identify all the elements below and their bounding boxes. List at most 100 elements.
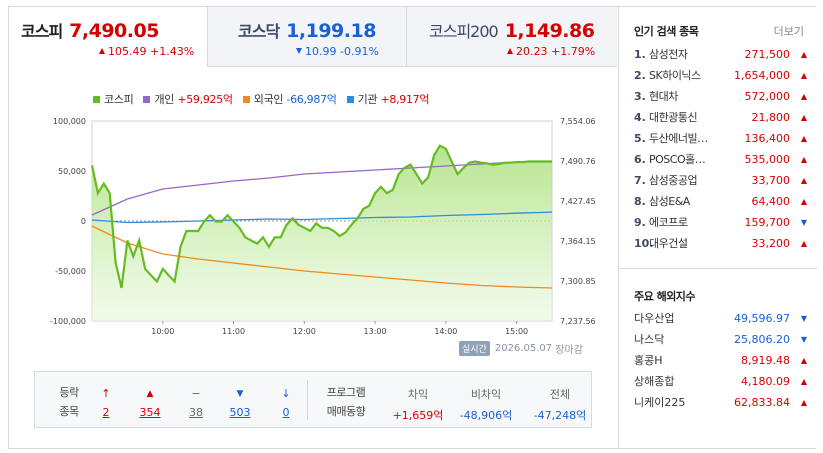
- index-name: 니케이225: [634, 396, 686, 409]
- legend-value: +59,925억: [177, 93, 233, 106]
- stock-name: 에코프로: [649, 216, 688, 229]
- market-widget: 코스피 7,490.05 105.49 +1.43% 코스닥 1,199.18 …: [8, 6, 817, 449]
- triangle-up-icon: ▲: [800, 377, 807, 386]
- left-axis-tick-label: -50,000: [55, 267, 86, 276]
- program-non-arbitrage-header: 비차익: [470, 388, 502, 401]
- tab-kospi-name: 코스피: [21, 22, 63, 41]
- stock-name: 대우건설: [649, 237, 688, 250]
- x-axis-tick-label: 15:00: [505, 327, 528, 336]
- popular-item[interactable]: 1. 삼성전자 271,500 ▲: [634, 44, 809, 65]
- legend-item-kospi[interactable]: 코스피: [93, 91, 134, 107]
- right-axis-tick-label: 7,427.45: [560, 197, 596, 206]
- stock-name: SK하이닉스: [649, 69, 701, 82]
- tab-kospi-value: 7,490.05: [69, 20, 159, 42]
- x-axis-tick-label: 14:00: [434, 327, 457, 336]
- legend-item-foreign[interactable]: 외국인 -66,987억: [242, 91, 337, 107]
- right-axis-tick-label: 7,300.85: [560, 277, 596, 286]
- stock-price: 535,000: [744, 153, 791, 166]
- legend-value: -66,987억: [286, 93, 337, 106]
- stock-name: 두산에너빌…: [649, 132, 708, 145]
- program-arbitrage-value: +1,659억: [392, 409, 444, 422]
- program-arbitrage-header: 차익: [407, 388, 429, 401]
- triangle-up-icon: ▲: [800, 398, 807, 407]
- realtime-badge[interactable]: 실시간: [459, 341, 490, 356]
- world-index-item[interactable]: 홍콩H 8,919.48 ▲: [634, 350, 809, 371]
- popular-item[interactable]: 9. 에코프로 159,700 ▼: [634, 212, 809, 233]
- popular-item[interactable]: 5. 두산에너빌… 136,400 ▲: [634, 128, 809, 149]
- world-index-item[interactable]: 다우산업 49,596.97 ▼: [634, 308, 809, 329]
- triangle-down-icon: ▼: [800, 314, 807, 323]
- tab-kosdaq-pct: -0.91%: [340, 45, 379, 58]
- series-line-개인: [91, 160, 553, 216]
- intraday-chart[interactable]: 100,000 50,000 0 -50,000 -100,000 7,554.06 7,4…: [29, 107, 609, 337]
- popular-item[interactable]: 7. 삼성중공업 33,700 ▲: [634, 170, 809, 191]
- rank-number: 8.: [634, 195, 646, 208]
- market-stats-box: 등락 종목 ↑ 2 ▲ 354 − 38 ▼ 503 ↓ 0 프로그램 매매동향: [34, 371, 592, 428]
- rank-number: 1.: [634, 48, 646, 61]
- triangle-up-icon: ▲: [800, 197, 807, 206]
- tab-kosdaq[interactable]: 코스닥 1,199.18 10.99 -0.91%: [208, 7, 407, 67]
- index-value: 4,180.09: [741, 375, 790, 388]
- legend-swatch: [346, 95, 354, 103]
- index-name: 나스닥: [634, 333, 665, 346]
- breadth-rise-count[interactable]: 354: [139, 406, 161, 419]
- legend-value: +8,917억: [380, 93, 430, 106]
- breadth-upper-limit-count[interactable]: 2: [102, 406, 110, 419]
- tab-kospi200[interactable]: 코스피200 1,149.86 20.23 +1.79%: [407, 7, 617, 67]
- world-index-item[interactable]: 나스닥 25,806.20 ▼: [634, 329, 809, 350]
- legend-item-institution[interactable]: 기관 +8,917억: [346, 91, 430, 107]
- breadth-flat: − 38: [181, 387, 211, 419]
- breadth-flat-count[interactable]: 38: [189, 406, 203, 419]
- triangle-up-icon: [507, 48, 513, 54]
- world-index-item[interactable]: 니케이225 62,833.84 ▲: [634, 392, 809, 413]
- right-axis-tick-label: 7,554.06: [560, 117, 596, 126]
- index-name: 상해종합: [634, 375, 675, 388]
- breadth-label-line2: 종목: [59, 405, 79, 418]
- index-value: 49,596.97: [734, 312, 790, 325]
- triangle-up-icon: [99, 48, 105, 54]
- right-sidebar: 인기 검색 종목 더보기 1. 삼성전자 271,500 ▲ 2. SK하이닉스 1,654…: [618, 7, 817, 448]
- chart-footer: 실시간 2026.05.07 장마감: [459, 341, 583, 356]
- popular-item[interactable]: 2. SK하이닉스 1,654,000 ▲: [634, 65, 809, 86]
- stock-name: 삼성전자: [649, 48, 688, 61]
- left-axis-tick-label: 0: [81, 217, 86, 226]
- popular-item[interactable]: 8. 삼성E&A 64,400 ▲: [634, 191, 809, 212]
- stock-price: 21,800: [751, 111, 791, 124]
- world-index-item[interactable]: 상해종합 4,180.09 ▲: [634, 371, 809, 392]
- stock-price: 64,400: [751, 195, 791, 208]
- index-name: 다우산업: [634, 312, 675, 325]
- breadth-fall-count[interactable]: 503: [229, 406, 251, 419]
- tab-kospi[interactable]: 코스피 7,490.05 105.49 +1.43%: [9, 7, 208, 67]
- series-line-코스피: [90, 144, 552, 289]
- tab-kosdaq-change: 10.99: [305, 45, 337, 58]
- rank-number: 5.: [634, 132, 646, 145]
- chart-legend: 코스피 개인 +59,925억 외국인 -66,987억 기관 +8,917억: [93, 91, 429, 107]
- stock-price: 33,700: [751, 174, 791, 187]
- right-axis-tick-label: 7,364.15: [560, 237, 596, 246]
- kospi-area: [92, 145, 552, 321]
- tab-kospi-pct: +1.43%: [150, 45, 195, 58]
- popular-item[interactable]: 4. 대한광통신 21,800 ▲: [634, 107, 809, 128]
- tab-kospi200-change: 20.23: [516, 45, 548, 58]
- sidebar-divider: [619, 268, 817, 269]
- program-total: 전체 -47,248억: [525, 386, 595, 423]
- legend-item-individual[interactable]: 개인 +59,925억: [143, 91, 233, 107]
- rank-number: 10.: [634, 237, 654, 250]
- breadth-lower-limit-count[interactable]: 0: [282, 406, 290, 419]
- popular-item[interactable]: 6. POSCO홀… 535,000 ▲: [634, 149, 809, 170]
- index-value: 8,919.48: [741, 354, 790, 367]
- more-link[interactable]: 더보기: [773, 25, 804, 38]
- popular-item[interactable]: 3. 현대차 572,000 ▲: [634, 86, 809, 107]
- triangle-down-icon: ▼: [800, 218, 807, 227]
- breadth-label: 등락 종목: [49, 386, 89, 419]
- stock-name: POSCO홀…: [649, 153, 706, 166]
- rank-number: 9.: [634, 216, 646, 229]
- stock-price: 159,700: [744, 216, 791, 229]
- breadth-upper-limit: ↑ 2: [91, 387, 121, 419]
- tab-kospi200-name: 코스피200: [429, 22, 499, 41]
- popular-item[interactable]: 10. 대우건설 33,200 ▲: [634, 233, 809, 254]
- stock-price: 136,400: [744, 132, 791, 145]
- legend-label: 외국인: [253, 93, 284, 106]
- popular-title: 인기 검색 종목: [634, 25, 699, 38]
- program-arbitrage: 차익 +1,659억: [383, 386, 453, 423]
